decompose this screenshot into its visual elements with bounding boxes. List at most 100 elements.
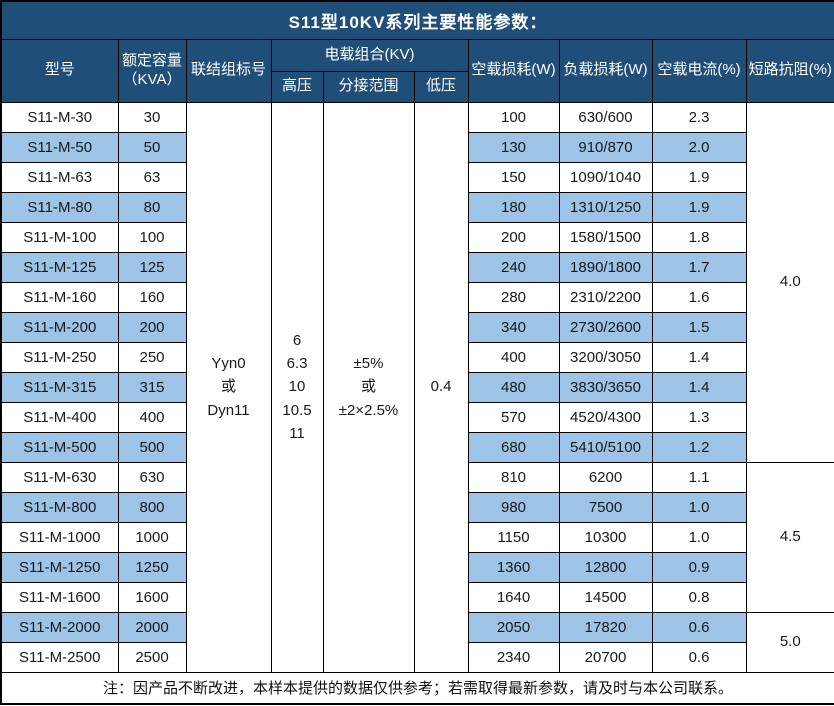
cell-no-load-current: 0.9 <box>651 551 747 583</box>
cell-no-load-loss: 2050 <box>467 611 560 643</box>
cell-no-load-current: 1.9 <box>651 191 747 223</box>
cell-load-loss: 3200/3050 <box>558 341 653 373</box>
cell-tap-range: ±5% 或 ±2×2.5% <box>322 101 415 673</box>
cell-model: S11-M-500 <box>0 431 119 463</box>
cell-model: S11-M-80 <box>0 191 119 223</box>
cell-no-load-current: 2.3 <box>651 101 747 133</box>
connection-line: 或 <box>220 378 236 396</box>
cell-no-load-current: 1.8 <box>651 221 747 253</box>
cell-load-loss: 1580/1500 <box>558 221 653 253</box>
cell-no-load-current: 1.4 <box>651 341 747 373</box>
table-row: S11-M-315 315 480 3830/3650 1.4 <box>0 371 834 403</box>
cell-load-loss: 17820 <box>558 611 653 643</box>
cell-model: S11-M-125 <box>0 251 119 283</box>
cell-model: S11-M-2500 <box>0 641 119 673</box>
cell-load-loss: 4520/4300 <box>558 401 653 433</box>
cell-no-load-current: 1.7 <box>651 251 747 283</box>
cell-no-load-loss: 480 <box>467 371 560 403</box>
cell-no-load-loss: 2340 <box>467 641 560 673</box>
cell-model: S11-M-800 <box>0 491 119 523</box>
cell-no-load-loss: 1150 <box>467 521 560 553</box>
cell-model: S11-M-50 <box>0 131 119 163</box>
column-header-load-loss: 负载损耗(W) <box>558 38 653 103</box>
cell-capacity: 800 <box>117 491 187 523</box>
cell-no-load-loss: 200 <box>467 221 560 253</box>
cell-capacity: 200 <box>117 311 187 343</box>
table-row: S11-M-200 200 340 2730/2600 1.5 <box>0 311 834 343</box>
table-body: S11-M-30 30 Yyn0 或 Dyn11 6 6.3 10 10.5 11 ±5% 或 ±2×2… <box>0 101 834 673</box>
cell-load-loss: 1090/1040 <box>558 161 653 193</box>
column-header-capacity-line1: 额定容量 <box>121 51 182 69</box>
table-row: S11-M-50 50 130 910/870 2.0 <box>0 131 834 163</box>
cell-no-load-current: 0.6 <box>651 611 747 643</box>
connection-line: Yyn0 <box>211 355 246 373</box>
page-title: S11型10KV系列主要性能参数： <box>0 0 834 40</box>
cell-capacity: 1000 <box>117 521 187 553</box>
cell-no-load-current: 1.0 <box>651 521 747 553</box>
cell-load-loss: 2730/2600 <box>558 311 653 343</box>
table-row: S11-M-500 500 680 5410/5100 1.2 <box>0 431 834 463</box>
cell-no-load-loss: 180 <box>467 191 560 223</box>
column-header-capacity: 额定容量 （KVA） <box>117 38 187 103</box>
column-header-impedance: 短路抗阻(%) <box>745 38 834 103</box>
cell-no-load-current: 2.0 <box>651 131 747 163</box>
title-row: S11型10KV系列主要性能参数： <box>0 0 834 40</box>
cell-no-load-current: 0.8 <box>651 581 747 613</box>
cell-no-load-current: 1.3 <box>651 401 747 433</box>
cell-no-load-loss: 240 <box>467 251 560 283</box>
cell-capacity: 2500 <box>117 641 187 673</box>
column-header-voltage-group: 电载组合(KV) <box>270 38 469 72</box>
cell-no-load-loss: 100 <box>467 101 560 133</box>
column-header-no-load-loss: 空载损耗(W) <box>467 38 560 103</box>
table-row: S11-M-1600 1600 1640 14500 0.8 <box>0 581 834 613</box>
cell-model: S11-M-1000 <box>0 521 119 553</box>
cell-no-load-loss: 280 <box>467 281 560 313</box>
cell-model: S11-M-1250 <box>0 551 119 583</box>
cell-model: S11-M-100 <box>0 221 119 253</box>
cell-no-load-current: 0.6 <box>651 641 747 673</box>
table-row: S11-M-160 160 280 2310/2200 1.6 <box>0 281 834 313</box>
cell-no-load-current: 1.0 <box>651 491 747 523</box>
cell-impedance: 4.5 <box>745 461 834 613</box>
high-voltage-line: 6 <box>292 331 302 349</box>
cell-model: S11-M-30 <box>0 101 119 133</box>
column-header-connection: 联结组标号 <box>185 38 272 103</box>
table-row: S11-M-2000 2000 2050 17820 0.6 5.0 <box>0 611 834 673</box>
cell-model: S11-M-63 <box>0 161 119 193</box>
cell-capacity: 1600 <box>117 581 187 613</box>
cell-load-loss: 10300 <box>558 521 653 553</box>
cell-load-loss: 20700 <box>558 641 653 673</box>
cell-load-loss: 3830/3650 <box>558 371 653 403</box>
cell-capacity: 400 <box>117 401 187 433</box>
cell-load-loss: 12800 <box>558 551 653 583</box>
table-row: S11-M-800 800 980 7500 1.0 <box>0 491 834 523</box>
footer-row: 注：因产品不断改进，本样本提供的数据仅供参考；若需取得最新参数，请及时与本公司联… <box>0 671 834 705</box>
cell-no-load-current: 1.2 <box>651 431 747 463</box>
column-header-capacity-line2: （KVA） <box>122 70 182 88</box>
cell-load-loss: 14500 <box>558 581 653 613</box>
cell-capacity: 2000 <box>117 611 187 643</box>
cell-capacity: 500 <box>117 431 187 463</box>
footnote: 注：因产品不断改进，本样本提供的数据仅供参考；若需取得最新参数，请及时与本公司联… <box>0 671 834 705</box>
cell-load-loss: 630/600 <box>558 101 653 133</box>
cell-no-load-current: 1.4 <box>651 371 747 403</box>
cell-low-voltage: 0.4 <box>413 101 469 673</box>
cell-no-load-current: 1.1 <box>651 461 747 493</box>
high-voltage-line: 6.3 <box>286 355 308 373</box>
table-row: S11-M-630 630 810 6200 1.1 4.5 <box>0 461 834 613</box>
cell-model: S11-M-200 <box>0 311 119 343</box>
table-row: S11-M-80 80 180 1310/1250 1.9 <box>0 191 834 223</box>
tap-range-line: ±2×2.5% <box>338 401 399 419</box>
cell-no-load-loss: 340 <box>467 311 560 343</box>
high-voltage-line: 11 <box>289 424 305 442</box>
cell-capacity: 160 <box>117 281 187 313</box>
cell-no-load-loss: 680 <box>467 431 560 463</box>
table-row: S11-M-1250 1250 1360 12800 0.9 <box>0 551 834 583</box>
cell-capacity: 315 <box>117 371 187 403</box>
cell-no-load-loss: 570 <box>467 401 560 433</box>
column-header-low-voltage: 低压 <box>413 70 469 103</box>
table-row: S11-M-125 125 240 1890/1800 1.7 <box>0 251 834 283</box>
cell-capacity: 630 <box>117 461 187 493</box>
cell-load-loss: 910/870 <box>558 131 653 163</box>
column-header-high-voltage: 高压 <box>270 70 324 103</box>
